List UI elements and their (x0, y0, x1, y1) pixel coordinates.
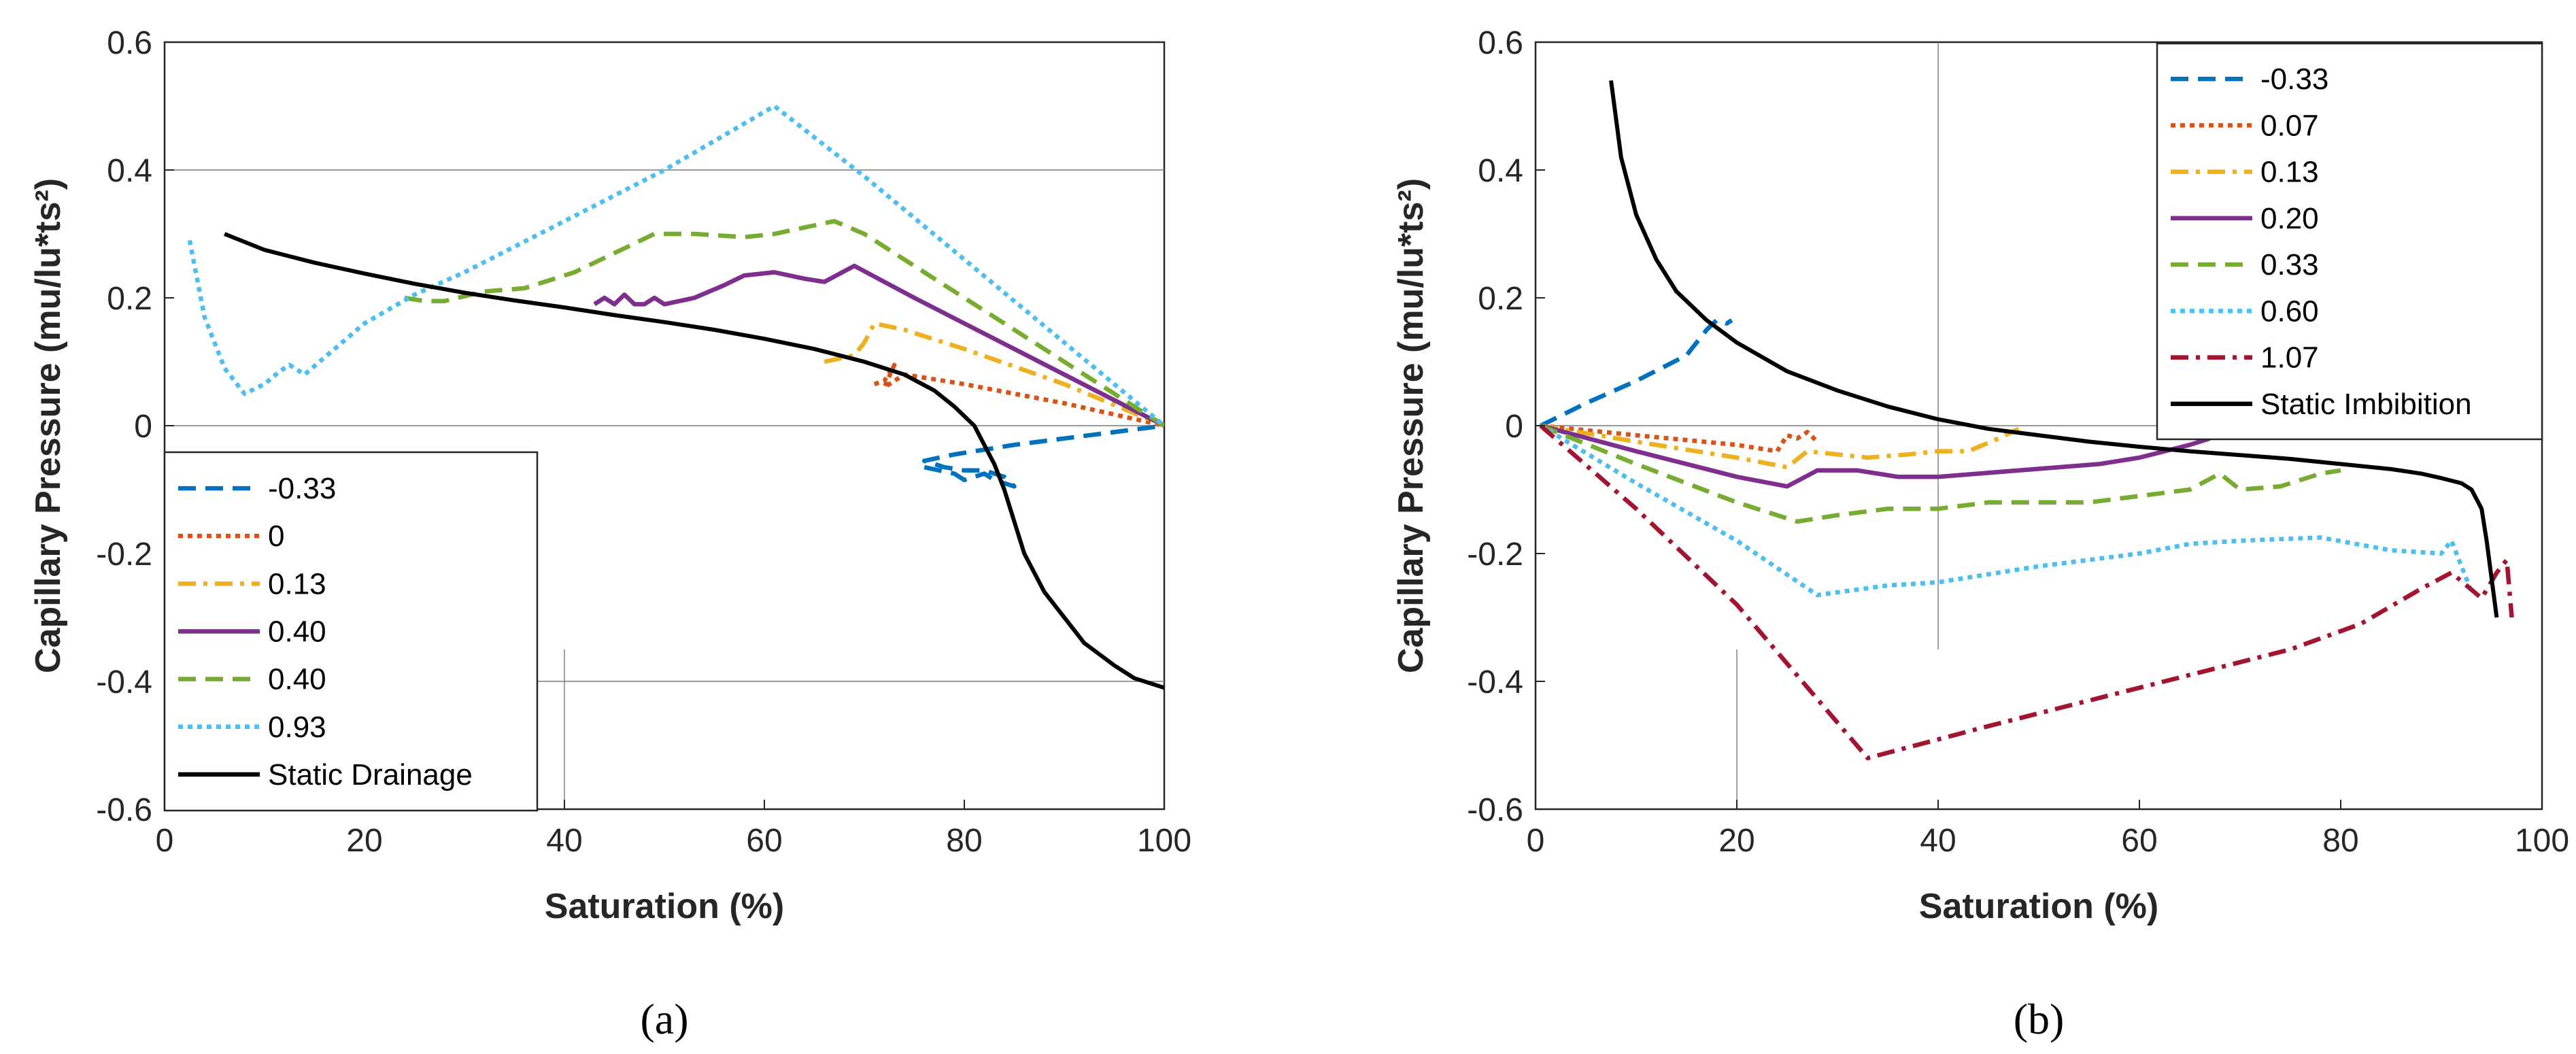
legend-label-6: 0.60 (2260, 294, 2319, 328)
panel-b-y-axis-label: Capillary Pressure (mu/lu*ts²) (1391, 178, 1431, 673)
legend-label-2: 0 (268, 520, 284, 553)
legend-label-2: 0.07 (2260, 109, 2319, 142)
x-tick-label: 20 (1718, 823, 1755, 859)
y-tick-label: 0.2 (1478, 281, 1523, 317)
panel-a-y-tick-labels: -0.6 -0.4 -0.2 0 0.2 0.4 0.6 (96, 25, 152, 828)
series-line-2 (1540, 423, 1819, 454)
legend-label-5: 0.40 (268, 663, 326, 696)
legend-label-1: -0.33 (2260, 63, 2328, 96)
y-tick-label: -0.4 (96, 664, 152, 700)
panel-a-x-tick-labels: 0 20 40 60 80 100 (156, 823, 1191, 859)
x-tick-label: 100 (1137, 823, 1191, 859)
y-tick-label: -0.6 (1467, 792, 1523, 828)
y-tick-label: -0.4 (1467, 664, 1523, 700)
series-line-5 (1540, 423, 2341, 524)
y-tick-label: 0.4 (1478, 153, 1523, 189)
y-tick-label: 0 (1505, 409, 1523, 445)
legend-box (2156, 42, 2543, 441)
legend-label-4: 0.20 (2260, 202, 2319, 235)
legend-label-6: 0.93 (268, 711, 326, 744)
x-tick-label: 60 (2121, 823, 2157, 859)
panel-a-series-group (187, 103, 1164, 690)
series-line-4 (1540, 423, 2211, 489)
x-tick-label: 0 (1527, 823, 1545, 859)
y-tick-label: -0.2 (1467, 537, 1523, 573)
series-line-7 (224, 232, 1164, 690)
x-tick-label: 40 (546, 823, 582, 859)
series-line-8 (1609, 80, 2499, 618)
series-line-5 (404, 218, 1164, 428)
legend-label-4: 0.40 (268, 615, 326, 649)
series-line-4 (593, 263, 1164, 428)
x-tick-label: 0 (156, 823, 174, 859)
legend-label-3: 0.13 (268, 567, 326, 600)
legend-label-1: -0.33 (268, 472, 336, 505)
panel-b-x-tick-labels: 0 20 40 60 80 100 (1527, 823, 2569, 859)
legend-label-7: Static Drainage (268, 758, 473, 792)
panel-b-x-axis-label: Saturation (%) (1919, 887, 2158, 926)
legend-label-8: Static Imbibition (2260, 388, 2472, 421)
panel-b: 0 20 40 60 80 100 -0.6 -0.4 -0.2 0 0.2 0.4 0.6 Satu… (1391, 25, 2569, 1043)
x-tick-label: 60 (746, 823, 782, 859)
y-tick-label: 0.4 (107, 153, 152, 189)
y-tick-label: 0 (134, 409, 152, 445)
panel-a-y-axis-label: Capillary Pressure (mu/lu*ts²) (29, 178, 68, 673)
series-line-1 (1539, 318, 1733, 428)
panel-a-label: (a) (640, 995, 688, 1043)
x-tick-label: 20 (346, 823, 382, 859)
legend-label-3: 0.13 (2260, 156, 2319, 189)
x-tick-label: 100 (2515, 823, 2569, 859)
y-tick-label: 0.2 (107, 281, 152, 317)
series-line-2 (873, 362, 1164, 428)
legend-label-7: 1.07 (2260, 341, 2319, 375)
series-line-7 (1539, 424, 2514, 761)
panel-b-legend: -0.33 0.07 0.13 0.20 0.33 0.60 1.07 Static Imbi… (2156, 42, 2543, 441)
series-line-3 (824, 321, 1164, 428)
series-line-6 (187, 103, 1164, 428)
panel-b-tick-marks (1535, 41, 2543, 810)
y-tick-label: 0.6 (107, 25, 152, 61)
panel-b-label: (b) (2014, 995, 2065, 1043)
panel-a-x-axis-label: Saturation (%) (545, 887, 784, 926)
y-tick-label: 0.6 (1478, 25, 1523, 61)
series-line-1 (921, 423, 1164, 489)
x-tick-label: 40 (1920, 823, 1956, 859)
legend-label-5: 0.33 (2260, 248, 2319, 282)
y-tick-label: -0.6 (96, 792, 152, 828)
series-line-6 (1539, 424, 2474, 598)
x-tick-label: 80 (946, 823, 982, 859)
panel-a-legend: -0.33 0 0.13 0.40 0.40 0.93 Static Drainage (163, 451, 539, 812)
x-tick-label: 80 (2322, 823, 2358, 859)
series-line-3 (1540, 423, 2020, 470)
panel-b-series-group (1539, 80, 2514, 761)
panel-a: 0 20 40 60 80 100 -0.6 -0.4 -0.2 0 0.2 0.4 0.6 Satu… (29, 25, 1191, 1043)
y-tick-label: -0.2 (96, 537, 152, 573)
panel-b-y-tick-labels: -0.6 -0.4 -0.2 0 0.2 0.4 0.6 (1467, 25, 1523, 828)
